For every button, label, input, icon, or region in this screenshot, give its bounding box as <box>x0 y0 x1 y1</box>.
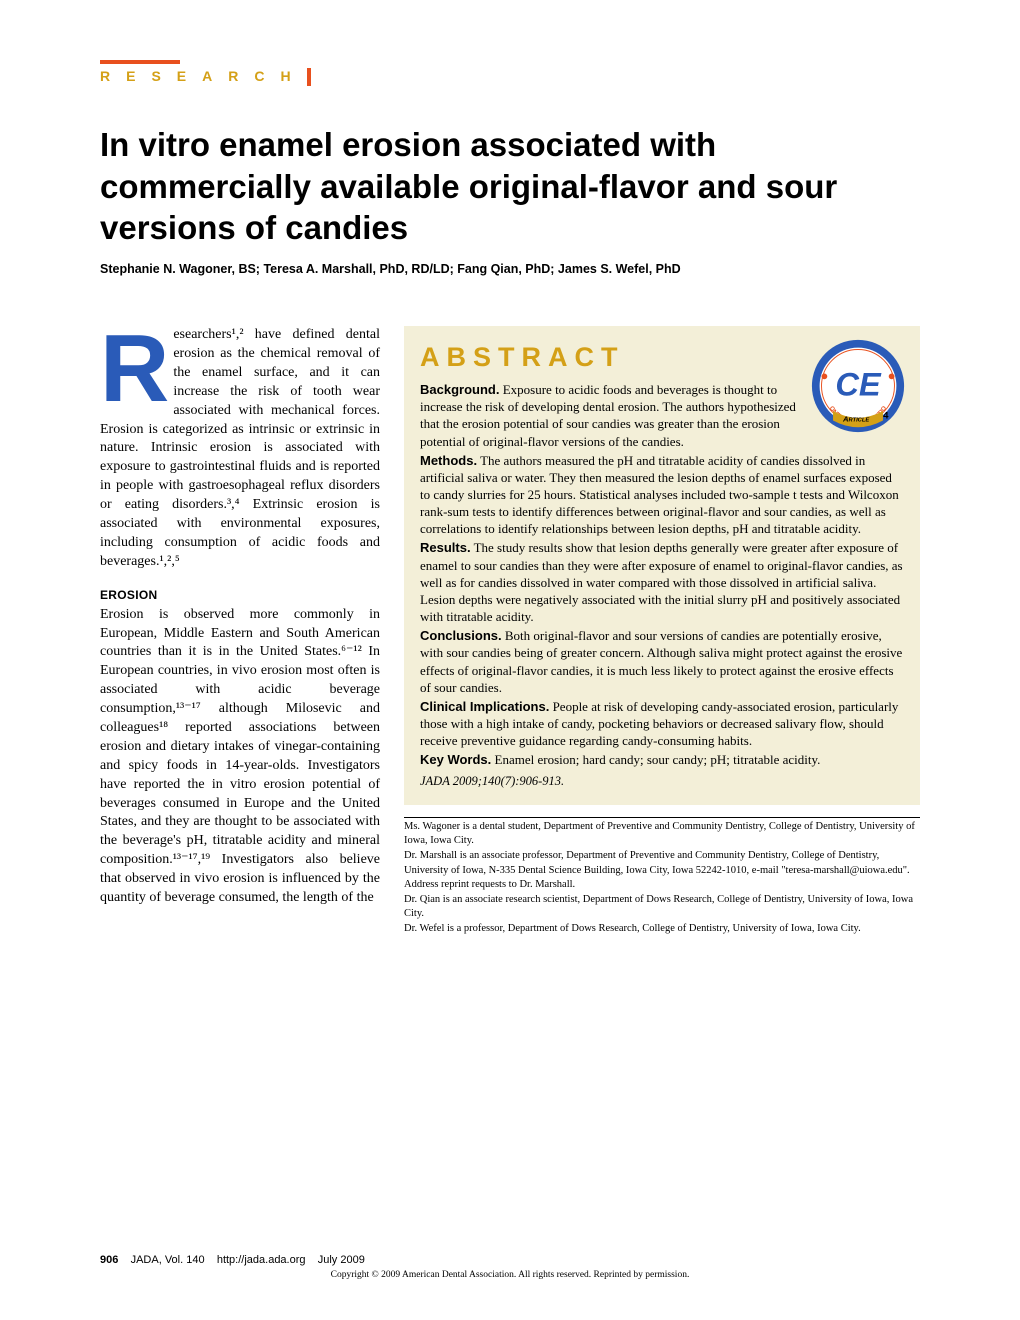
affiliation-2: Dr. Marshall is an associate professor, … <box>404 849 920 892</box>
results-label: Results. <box>420 540 471 555</box>
affiliation-4: Dr. Wefel is a professor, Department of … <box>404 922 920 936</box>
copyright: Copyright © 2009 American Dental Associa… <box>100 1270 920 1280</box>
page-number: 906 <box>100 1254 118 1266</box>
left-column: R esearchers¹,² have defined dental eros… <box>100 326 380 937</box>
affiliations: Ms. Wagoner is a dental student, Departm… <box>404 817 920 936</box>
conclusions-label: Conclusions. <box>420 628 502 643</box>
methods-label: Methods. <box>420 453 477 468</box>
page-footer: 906 JADA, Vol. 140 http://jada.ada.org J… <box>100 1254 920 1280</box>
article-title: In vitro enamel erosion associated with … <box>100 124 920 248</box>
footer-url: http://jada.ada.org <box>217 1254 306 1266</box>
svg-text:CE: CE <box>835 366 882 403</box>
methods-text: The authors measured the pH and titratab… <box>420 453 899 537</box>
section-label: RESEARCH <box>100 68 307 84</box>
erosion-paragraph: Erosion is observed more commonly in Eur… <box>100 606 380 908</box>
affiliation-1: Ms. Wagoner is a dental student, Departm… <box>404 820 920 848</box>
background-label: Background. <box>420 382 499 397</box>
citation: JADA 2009;140(7):906-913. <box>420 773 904 790</box>
footer-date: July 2009 <box>318 1254 365 1266</box>
abstract-box: JADA CE CONTINUING EDUCATION ARTICLE 4 A… <box>404 326 920 805</box>
abstract-body: Background. Exposure to acidic foods and… <box>420 381 904 789</box>
header-rule <box>100 60 180 64</box>
keywords-text: Enamel erosion; hard candy; sour candy; … <box>491 752 820 767</box>
ce-badge-icon: JADA CE CONTINUING EDUCATION ARTICLE 4 <box>810 338 906 434</box>
content-columns: R esearchers¹,² have defined dental eros… <box>100 326 920 937</box>
clinical-label: Clinical Implications. <box>420 699 549 714</box>
right-column: JADA CE CONTINUING EDUCATION ARTICLE 4 A… <box>404 326 920 937</box>
keywords-label: Key Words. <box>420 752 491 767</box>
erosion-heading: EROSION <box>100 588 380 602</box>
svg-text:4: 4 <box>883 411 889 422</box>
section-header: RESEARCH <box>100 60 920 86</box>
dropcap: R <box>100 332 169 407</box>
svg-text:JADA: JADA <box>849 350 867 357</box>
affiliation-3: Dr. Qian is an associate research scient… <box>404 893 920 921</box>
footer-journal: JADA, Vol. 140 <box>131 1254 205 1266</box>
header-bar <box>307 68 311 86</box>
results-text: The study results show that lesion depth… <box>420 540 903 624</box>
affiliation-rule <box>404 817 920 818</box>
author-line: Stephanie N. Wagoner, BS; Teresa A. Mars… <box>100 262 920 276</box>
